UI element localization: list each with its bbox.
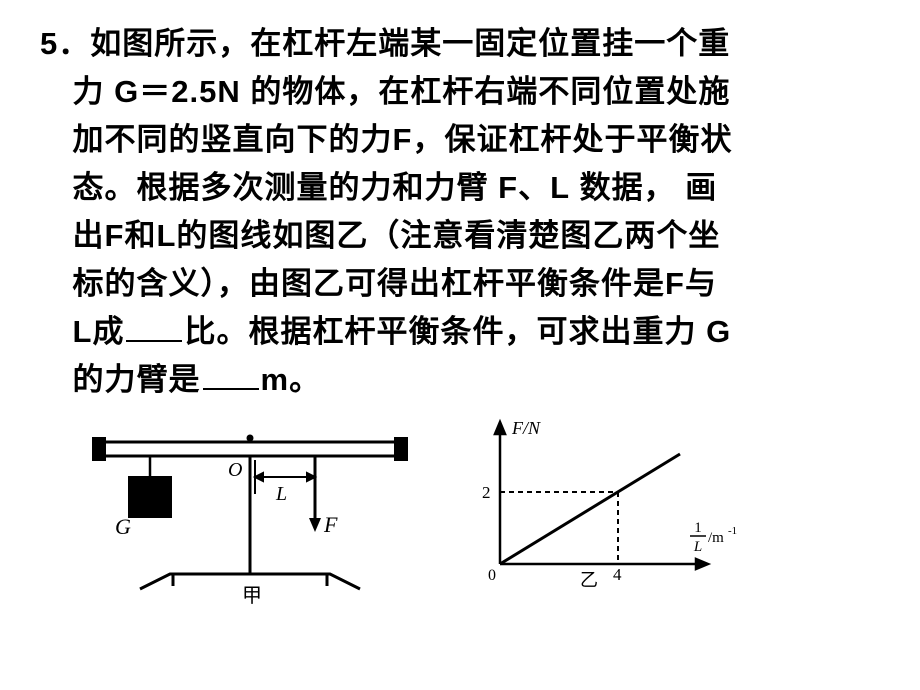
frac-bottom: L bbox=[693, 539, 702, 555]
var-F: F bbox=[393, 122, 413, 157]
frac-top: 1 bbox=[694, 520, 702, 536]
var-G: G bbox=[706, 314, 731, 349]
label-G: G bbox=[115, 514, 131, 539]
text-seg: 比。根据杠杆平衡条件，可求出重力 bbox=[184, 314, 706, 349]
text-seg: 力 bbox=[73, 74, 115, 109]
y-tick: 2 bbox=[482, 483, 491, 502]
text-seg: 和 bbox=[124, 218, 156, 253]
var-FL: F、L bbox=[498, 170, 570, 205]
var-F: F bbox=[105, 218, 125, 253]
figure-left: G O L F 甲 bbox=[70, 414, 430, 609]
caption-left: 甲 bbox=[242, 585, 262, 604]
blank-1 bbox=[126, 312, 182, 342]
x-tick: 4 bbox=[613, 565, 622, 584]
problem-number: 5． bbox=[40, 26, 90, 61]
unit-m: m bbox=[261, 362, 290, 397]
lever-diagram: G O L F 甲 bbox=[70, 414, 430, 604]
text-seg: 成 bbox=[92, 314, 124, 349]
g-expression: G＝2.5N bbox=[114, 74, 241, 109]
var-L: L bbox=[156, 218, 176, 253]
graph: F/N 0 2 4 1 L /m bbox=[450, 414, 740, 594]
x-unit: /m bbox=[708, 530, 724, 546]
text-seg: 。 bbox=[289, 362, 321, 397]
label-L: L bbox=[275, 483, 287, 505]
var-L: L bbox=[73, 314, 93, 349]
text-seg: 加不同的竖直向下的力 bbox=[73, 122, 393, 157]
blank-2 bbox=[203, 360, 259, 390]
problem-text: 5．如图所示，在杠杆左端某一固定位置挂一个重 力 G＝2.5N 的物体，在杠杆右… bbox=[40, 20, 880, 404]
x-unit-sup: -1 bbox=[728, 525, 737, 537]
text-seg: 态。根据多次测量的力和力臂 bbox=[73, 170, 499, 205]
text-seg: 的物体，在杠杆右端不同位置处施 bbox=[241, 74, 731, 109]
var-F: F bbox=[665, 266, 685, 301]
origin-label: 0 bbox=[488, 567, 496, 584]
text-seg: 与 bbox=[685, 266, 717, 301]
page: 5．如图所示，在杠杆左端某一固定位置挂一个重 力 G＝2.5N 的物体，在杠杆右… bbox=[0, 0, 920, 619]
text-seg: 的力臂是 bbox=[73, 362, 201, 397]
text-seg: 出 bbox=[73, 218, 105, 253]
text-seg: 数据， 画 bbox=[570, 170, 717, 205]
text-seg: 的图线如图乙（注意看清楚图乙两个坐 bbox=[176, 218, 720, 253]
label-F: F bbox=[323, 512, 338, 537]
text-seg: ，保证杠杆处于平衡状 bbox=[412, 122, 732, 157]
figures-row: G O L F 甲 bbox=[40, 414, 880, 609]
x-axis-label: 1 L /m -1 bbox=[690, 520, 737, 555]
figure-right: F/N 0 2 4 1 L /m bbox=[450, 414, 740, 599]
text-seg: 如图所示，在杠杆左端某一固定位置挂一个重 bbox=[90, 26, 730, 61]
y-axis-label: F/N bbox=[511, 418, 541, 438]
text-seg: 标的含义），由图乙可得出杠杆平衡条件是 bbox=[73, 266, 666, 301]
label-O: O bbox=[228, 459, 242, 481]
caption-right: 乙 bbox=[580, 570, 598, 590]
